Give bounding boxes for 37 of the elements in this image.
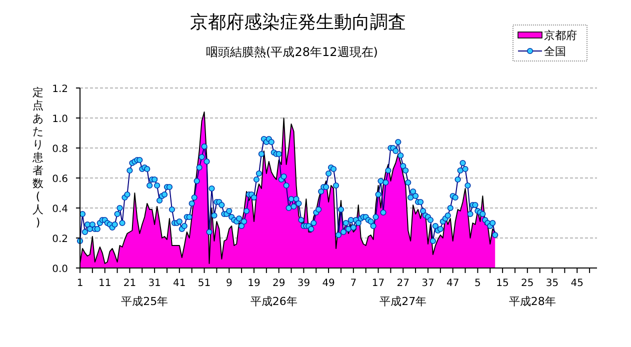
text: 平成28年 <box>508 295 556 308</box>
y-tick-label: 0.6 <box>52 174 68 185</box>
x-tick-label: 45 <box>570 278 584 289</box>
x-tick-label: 9 <box>226 278 232 289</box>
text: 平成25年 <box>121 295 168 308</box>
y-tick-label: 0.2 <box>52 234 68 245</box>
x-tick-label: 17 <box>372 278 385 289</box>
x-tick-label: 49 <box>322 278 335 289</box>
chart-title: 京都府感染症発生動向調査 <box>190 12 406 33</box>
x-tick-label: 51 <box>198 278 211 289</box>
y-tick-label: 0.0 <box>52 264 68 275</box>
x-tick-label: 35 <box>546 278 559 289</box>
text: 平成26年 <box>250 295 298 308</box>
x-tick-label: 19 <box>248 278 260 289</box>
x-tick-label: 37 <box>422 278 434 289</box>
x-tick-label: 27 <box>396 278 410 289</box>
x-tick-label: 21 <box>123 278 136 289</box>
legend-label: 京都府 <box>544 29 577 42</box>
x-tick-label: 5 <box>474 278 481 289</box>
y-tick-label: 1.0 <box>52 114 68 125</box>
x-tick-label: 39 <box>297 278 310 289</box>
x-tick-label: 25 <box>521 278 534 289</box>
x-tick-label: 11 <box>98 278 112 289</box>
x-tick-label: 7 <box>350 278 357 289</box>
y-tick-label: 1.2 <box>52 84 68 95</box>
text: 定点あたり患者数(人) <box>32 86 44 229</box>
y-tick-label: 0.8 <box>52 144 68 155</box>
x-tick-label: 15 <box>496 278 509 289</box>
x-tick-label: 1 <box>76 278 84 289</box>
chart-subtitle: 咽頭結膜熱(平成28年12週現在) <box>206 45 378 59</box>
x-tick-label: 47 <box>446 278 460 289</box>
x-tick-label: 31 <box>148 278 161 289</box>
x-tick-label: 41 <box>173 278 186 289</box>
x-tick-label: 29 <box>272 278 286 289</box>
text: 平成27年 <box>380 295 427 308</box>
legend-label: 全国 <box>544 45 566 58</box>
y-tick-label: 0.4 <box>52 204 68 215</box>
